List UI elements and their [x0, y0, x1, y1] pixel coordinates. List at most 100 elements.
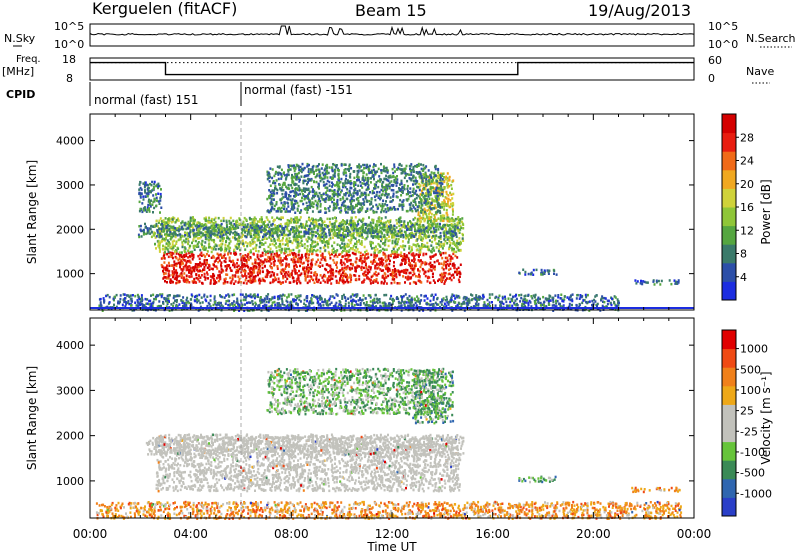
data-cell — [209, 279, 212, 282]
data-cell — [456, 273, 459, 276]
data-cell — [411, 273, 414, 277]
data-cell — [259, 259, 262, 262]
data-cell — [291, 276, 294, 280]
data-cell — [375, 280, 378, 283]
data-cell — [329, 277, 332, 281]
data-cell — [181, 241, 184, 244]
data-cell — [217, 216, 220, 220]
data-cell — [226, 225, 228, 229]
data-cell — [263, 265, 266, 268]
data-cell — [329, 257, 332, 260]
data-cell — [392, 251, 395, 254]
data-cell — [217, 231, 220, 234]
data-cell — [450, 255, 453, 259]
data-cell — [413, 260, 416, 263]
data-cell — [381, 202, 384, 206]
data-cell — [363, 167, 366, 170]
data-cell — [455, 235, 458, 238]
data-cell — [188, 244, 191, 248]
data-cell — [352, 183, 355, 186]
data-cell — [340, 260, 343, 263]
data-cell — [268, 180, 271, 183]
data-cell — [282, 196, 285, 199]
data-cell — [291, 226, 294, 229]
data-cell — [307, 193, 309, 197]
data-cell — [396, 250, 398, 254]
data-cell — [448, 254, 451, 257]
data-cell — [249, 256, 252, 259]
data-cell — [281, 259, 284, 262]
data-cell — [203, 245, 206, 248]
data-cell — [351, 232, 353, 236]
data-cell — [444, 271, 447, 275]
data-cell — [287, 168, 290, 172]
data-cell — [306, 162, 309, 166]
data-cell — [211, 275, 214, 278]
data-cell — [420, 189, 423, 193]
data-cell — [187, 237, 190, 241]
data-cell — [448, 220, 451, 223]
data-cell — [273, 244, 276, 247]
data-cell — [348, 223, 351, 226]
data-cell — [169, 252, 172, 256]
data-cell — [252, 265, 255, 268]
data-cell — [303, 230, 306, 234]
data-cell — [271, 229, 274, 233]
data-cell — [431, 275, 434, 278]
data-cell — [408, 247, 411, 250]
data-cell — [303, 232, 306, 236]
data-cell — [332, 233, 335, 236]
data-cell — [250, 229, 253, 232]
data-cell — [276, 265, 279, 268]
data-cell — [282, 276, 285, 280]
data-cell — [227, 251, 230, 255]
data-cell — [436, 259, 439, 262]
data-cell — [454, 270, 456, 274]
data-cell — [333, 231, 336, 234]
data-cell — [390, 224, 392, 227]
data-cell — [419, 222, 422, 225]
data-cell — [334, 250, 337, 253]
data-cell — [225, 221, 228, 224]
data-cell — [304, 179, 307, 183]
data-cell — [307, 227, 310, 231]
data-cell — [329, 254, 331, 257]
data-cell — [323, 227, 326, 231]
data-cell — [244, 231, 247, 234]
data-cell — [219, 239, 222, 242]
data-cell — [375, 277, 378, 281]
data-cell — [204, 276, 207, 280]
data-cell — [365, 181, 368, 184]
data-cell — [410, 173, 413, 176]
data-cell — [345, 211, 347, 214]
data-cell — [167, 261, 170, 265]
data-cell — [168, 242, 171, 246]
data-cell — [315, 192, 318, 196]
data-cell — [280, 216, 283, 219]
data-cell — [191, 241, 193, 245]
data-cell — [365, 274, 368, 277]
data-cell — [439, 245, 442, 248]
data-cell — [386, 226, 389, 229]
data-cell — [175, 218, 178, 222]
data-cell — [206, 271, 208, 274]
data-cell — [235, 224, 238, 227]
data-cell — [206, 234, 209, 238]
data-cell — [313, 225, 316, 228]
data-cell — [276, 228, 279, 232]
data-cell — [439, 231, 442, 235]
data-cell — [455, 242, 458, 245]
data-cell — [287, 173, 290, 177]
data-cell — [418, 182, 421, 186]
data-cell — [436, 184, 439, 187]
data-cell — [275, 201, 278, 204]
data-cell — [437, 279, 439, 283]
data-cell — [420, 247, 423, 250]
data-cell — [359, 165, 362, 168]
data-cell — [201, 270, 204, 273]
data-cell — [142, 231, 145, 234]
data-cell — [308, 199, 311, 202]
data-cell — [236, 262, 238, 265]
data-cell — [366, 207, 369, 211]
data-cell — [315, 222, 318, 226]
